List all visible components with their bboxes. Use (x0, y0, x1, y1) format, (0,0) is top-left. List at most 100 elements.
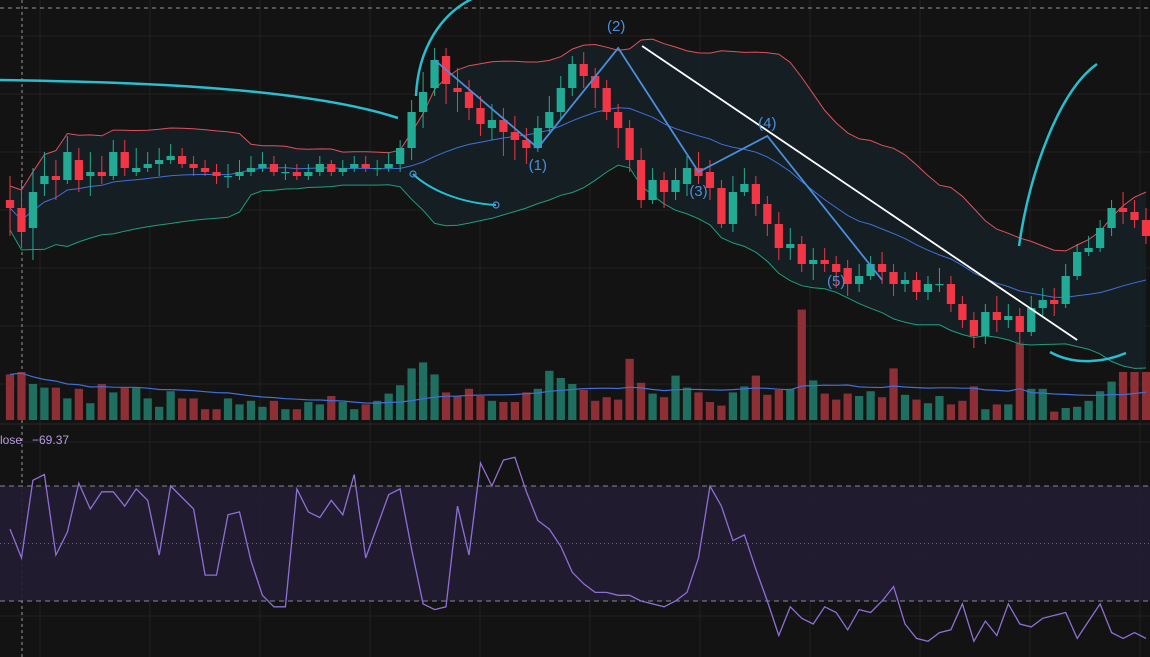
candle-body[interactable] (591, 76, 600, 88)
candle-body[interactable] (877, 264, 887, 272)
candle-body[interactable] (407, 112, 416, 148)
candle-body[interactable] (1061, 276, 1070, 304)
candle-body[interactable] (1141, 220, 1150, 236)
curve-drawing[interactable] (0, 78, 399, 120)
candle-body[interactable] (235, 172, 244, 176)
candle-body[interactable] (476, 108, 485, 124)
candle-body[interactable] (304, 172, 313, 176)
candle-body[interactable] (717, 188, 726, 224)
candle-body[interactable] (843, 268, 852, 284)
curve-drawing[interactable] (1017, 62, 1098, 247)
curve-drawing[interactable] (1049, 350, 1127, 363)
candle-body[interactable] (269, 164, 279, 172)
candle-body[interactable] (992, 312, 1001, 320)
candle-body[interactable] (1073, 252, 1082, 276)
candle-body[interactable] (281, 172, 290, 174)
candle-body[interactable] (625, 128, 634, 160)
candle-body[interactable] (705, 172, 715, 188)
candle-body[interactable] (40, 176, 49, 184)
candle-body[interactable] (63, 152, 72, 180)
candle-body[interactable] (889, 272, 898, 284)
candle-body[interactable] (797, 244, 806, 264)
candle-body[interactable] (533, 128, 542, 148)
candle-body[interactable] (350, 164, 359, 168)
candle-body[interactable] (373, 168, 382, 170)
candle-body[interactable] (120, 152, 129, 168)
candle-body[interactable] (912, 280, 921, 292)
candle-body[interactable] (51, 176, 61, 180)
candle-body[interactable] (923, 284, 933, 292)
candle-body[interactable] (946, 284, 956, 304)
candle-body[interactable] (659, 180, 669, 192)
candle-body[interactable] (1095, 228, 1105, 248)
candle-body[interactable] (464, 92, 474, 108)
candle-body[interactable] (510, 132, 520, 140)
candle-body[interactable] (292, 172, 301, 176)
candle-body[interactable] (1015, 316, 1024, 332)
drawing-handle[interactable] (409, 170, 417, 178)
candle-body[interactable] (74, 160, 83, 180)
candle-body[interactable] (143, 164, 152, 168)
candle-body[interactable] (499, 120, 508, 132)
drawing-handle[interactable] (492, 201, 500, 209)
candle-body[interactable] (315, 164, 324, 172)
candle-body[interactable] (97, 172, 106, 176)
candle-body[interactable] (1004, 316, 1013, 320)
candle-body[interactable] (246, 168, 256, 172)
candle-body[interactable] (832, 264, 841, 272)
candle-body[interactable] (453, 88, 462, 92)
candle-body[interactable] (430, 60, 439, 88)
candle-body[interactable] (189, 164, 198, 168)
candle-body[interactable] (545, 112, 554, 128)
candle-body[interactable] (384, 164, 393, 168)
candle-body[interactable] (338, 168, 347, 172)
candle-body[interactable] (602, 88, 611, 112)
candle-body[interactable] (855, 276, 864, 284)
candle-body[interactable] (17, 208, 26, 232)
candle-body[interactable] (969, 320, 979, 336)
candle-body[interactable] (1050, 300, 1059, 304)
candle-body[interactable] (166, 156, 175, 160)
candle-body[interactable] (763, 204, 772, 224)
candle-body[interactable] (728, 192, 738, 224)
candle-body[interactable] (568, 64, 577, 88)
candle-body[interactable] (200, 168, 210, 172)
candle-body[interactable] (1084, 248, 1093, 252)
candle-body[interactable] (1130, 212, 1139, 220)
candle-body[interactable] (418, 92, 428, 112)
candle-body[interactable] (155, 160, 164, 164)
candle-body[interactable] (958, 304, 967, 320)
candle-body[interactable] (636, 160, 646, 200)
drawing-annotations[interactable]: (1) (2) (3) (4) (5) (0, 0, 1127, 363)
candle-body[interactable] (487, 120, 497, 128)
candle-body[interactable] (1027, 308, 1036, 332)
trendline[interactable] (641, 45, 1078, 341)
candle-body[interactable] (1038, 300, 1047, 308)
candle-body[interactable] (774, 224, 783, 248)
candle-body[interactable] (109, 152, 118, 176)
candle-body[interactable] (556, 88, 565, 112)
candle-body[interactable] (327, 164, 336, 172)
candle-body[interactable] (396, 148, 405, 164)
candle-body[interactable] (522, 140, 531, 148)
candle-body[interactable] (1107, 208, 1116, 228)
candle-body[interactable] (866, 264, 875, 276)
candle-body[interactable] (820, 260, 829, 264)
candle-body[interactable] (361, 164, 370, 168)
curve-drawing[interactable] (412, 173, 497, 206)
candle-body[interactable] (648, 180, 657, 200)
candle-body[interactable] (1118, 208, 1128, 212)
rsi-pane[interactable] (0, 456, 1150, 643)
candle-body[interactable] (86, 172, 95, 176)
candle-body[interactable] (981, 312, 990, 336)
candle-body[interactable] (671, 180, 680, 192)
candle-body[interactable] (740, 184, 749, 192)
candle-body[interactable] (809, 260, 818, 264)
candle-body[interactable] (28, 192, 38, 228)
candle-body[interactable] (614, 112, 623, 128)
candle-body[interactable] (579, 64, 588, 76)
candle-body[interactable] (682, 168, 692, 184)
candlestick-series[interactable] (5, 48, 1150, 348)
rsi-line[interactable] (9, 456, 1147, 643)
